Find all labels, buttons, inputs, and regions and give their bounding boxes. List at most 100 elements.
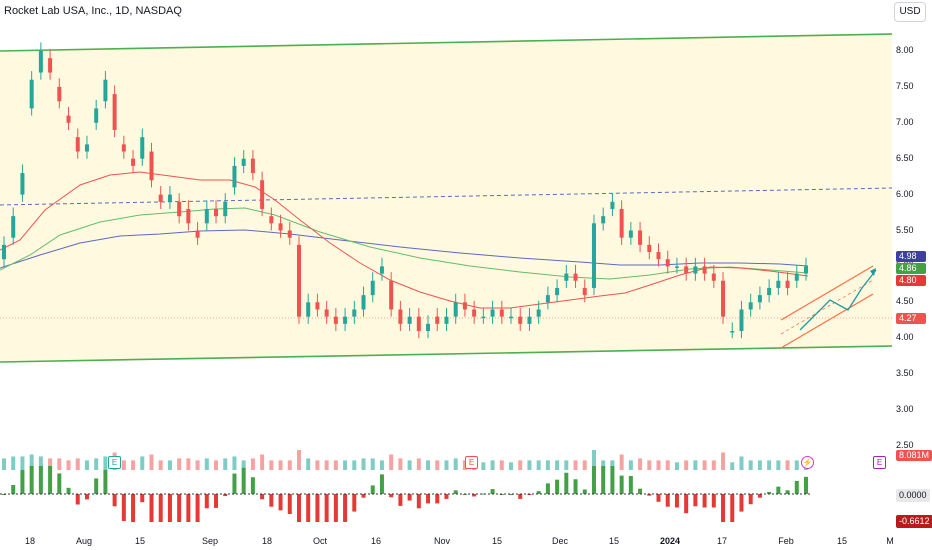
candle-body[interactable] [370,280,375,296]
candle-body[interactable] [94,108,99,123]
split-marker[interactable]: ⚡ [801,456,814,469]
earnings-marker-2[interactable]: E [465,456,478,469]
candle-body[interactable] [296,244,301,317]
candle-body[interactable] [232,165,237,188]
candle-body[interactable] [545,295,550,303]
candle-body[interactable] [177,201,182,217]
candle-body[interactable] [647,244,652,253]
candle-body[interactable] [140,137,145,159]
candle-body[interactable] [260,180,265,209]
candle-body[interactable] [619,208,624,238]
candle-body[interactable] [490,309,495,317]
candle-body[interactable] [693,266,698,274]
candle-body[interactable] [149,151,154,181]
candle-body[interactable] [453,302,458,317]
candle-body[interactable] [11,216,16,238]
candle-body[interactable] [794,273,799,281]
channel-mid-dashed-line[interactable] [0,187,893,206]
candle-body[interactable] [426,323,431,332]
candle-body[interactable] [481,316,486,319]
candle-body[interactable] [241,158,246,166]
candle-body[interactable] [628,230,633,238]
candle-body[interactable] [195,230,200,238]
candle-body[interactable] [379,266,384,274]
mini-channel-upper-line[interactable] [780,265,874,321]
candle-body[interactable] [269,216,274,224]
candle-body[interactable] [665,259,670,267]
candle-body[interactable] [684,266,689,274]
candle-body[interactable] [343,316,348,324]
channel-lower-line[interactable] [0,345,893,363]
candle-body[interactable] [536,309,541,317]
candle-body[interactable] [398,309,403,324]
candle-body[interactable] [472,309,477,317]
candle-body[interactable] [582,287,587,296]
candle-body[interactable] [223,201,228,217]
candle-body[interactable] [66,115,71,123]
candle-body[interactable] [112,94,117,130]
candle-body[interactable] [638,230,643,245]
candle-body[interactable] [103,79,108,102]
channel-upper-line[interactable] [0,33,893,52]
candle-body[interactable] [167,194,172,202]
candle-body[interactable] [509,316,514,319]
candle-body[interactable] [315,302,320,310]
candle-body[interactable] [601,216,606,224]
candle-body[interactable] [306,302,311,317]
candle-body[interactable] [656,252,661,260]
candle-body[interactable] [57,86,62,102]
candle-body[interactable] [564,273,569,281]
candle-body[interactable] [204,208,209,224]
candle-body[interactable] [776,280,781,288]
candle-body[interactable] [352,309,357,317]
candle-body[interactable] [610,201,615,209]
candle-body[interactable] [591,223,596,288]
candle-body[interactable] [158,194,163,202]
candle-body[interactable] [739,309,744,332]
candle-body[interactable] [730,331,735,333]
projection-path[interactable] [799,269,877,331]
candle-body[interactable] [767,287,772,296]
candle-body[interactable] [287,230,292,238]
candle-body[interactable] [674,266,679,268]
candle-body[interactable] [527,316,532,324]
candle-body[interactable] [389,280,394,310]
candle-body[interactable] [444,316,449,324]
candle-body[interactable] [75,137,80,152]
candle-body[interactable] [555,287,560,296]
earnings-marker-future[interactable]: E [873,456,886,469]
candle-body[interactable] [29,79,34,109]
candle-body[interactable] [48,58,53,73]
candle-body[interactable] [324,309,329,317]
candle-body[interactable] [186,208,191,224]
candle-body[interactable] [416,316,421,332]
candle-body[interactable] [721,280,726,317]
candle-body[interactable] [702,266,707,274]
candle-body[interactable] [711,273,716,281]
candle-body[interactable] [361,295,366,310]
candle-body[interactable] [278,223,283,231]
candle-body[interactable] [407,316,412,324]
candle-body[interactable] [38,51,43,73]
candle-body[interactable] [804,266,808,274]
candle-body[interactable] [2,244,6,260]
candle-body[interactable] [131,158,136,166]
candle-body[interactable] [757,295,762,303]
mini-channel-lower-line[interactable] [780,293,874,349]
candle-body[interactable] [20,173,25,195]
currency-button[interactable]: USD [894,2,926,22]
candle-body[interactable] [518,316,523,324]
candle-body[interactable] [573,273,578,281]
candle-body[interactable] [462,302,467,310]
candle-body[interactable] [785,280,790,288]
candle-body[interactable] [499,309,504,317]
candle-body[interactable] [250,158,255,174]
candle-body[interactable] [748,302,753,310]
candle-body[interactable] [333,316,338,324]
candle-body[interactable] [121,144,126,152]
candle-body[interactable] [435,316,440,324]
earnings-marker-1[interactable]: E [108,456,121,469]
candle-body[interactable] [84,144,89,152]
candle-body[interactable] [214,208,219,217]
